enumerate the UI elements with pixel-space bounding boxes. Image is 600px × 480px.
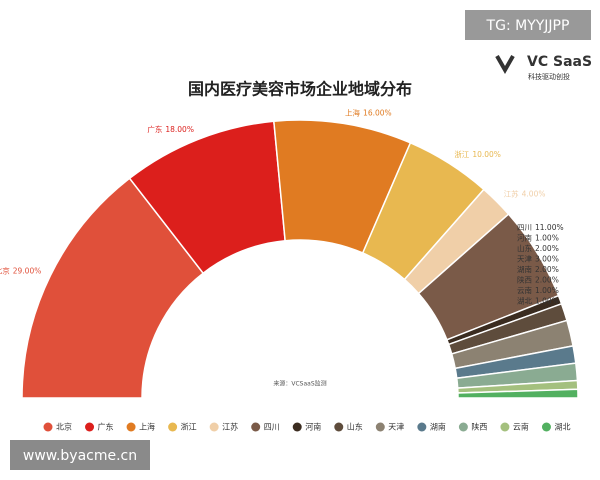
label-name: 云南 bbox=[517, 285, 532, 295]
legend-marker bbox=[126, 422, 136, 432]
source: 来源：VCSaaS监测 bbox=[273, 380, 326, 388]
legend-label: 河南 bbox=[305, 422, 321, 432]
label-value: 1.00% bbox=[535, 286, 559, 295]
label-value: 10.00% bbox=[472, 150, 501, 159]
watermark-box bbox=[10, 440, 150, 470]
legend-marker bbox=[500, 422, 510, 432]
label-name: 四川 bbox=[517, 223, 532, 232]
legend-marker bbox=[251, 422, 261, 432]
legend-marker bbox=[375, 422, 385, 432]
data-label: 江苏 4.00% bbox=[504, 188, 546, 198]
label-name: 浙江 bbox=[454, 149, 469, 159]
watermark: www.byacme.cn bbox=[23, 448, 137, 464]
legend-label: 浙江 bbox=[181, 422, 197, 432]
legend-label: 湖南 bbox=[430, 422, 446, 432]
data-label: 陕西 2.00% bbox=[517, 275, 559, 285]
data-label: 山东 2.00% bbox=[517, 243, 559, 253]
legend-marker bbox=[458, 422, 468, 432]
label-name: 湖南 bbox=[517, 264, 532, 274]
legend-label: 广东 bbox=[98, 422, 114, 432]
legend-marker bbox=[541, 422, 551, 432]
logo-icon bbox=[495, 55, 515, 75]
legend-label: 陕西 bbox=[471, 422, 487, 432]
legend-label: 天津 bbox=[388, 422, 404, 432]
legend-label: 上海 bbox=[139, 422, 155, 432]
legend-marker bbox=[43, 422, 53, 432]
label-value: 1.00% bbox=[535, 234, 559, 243]
legend-label: 四川 bbox=[264, 423, 280, 432]
watermark: TG: MYYJJPP bbox=[486, 18, 570, 34]
label-name: 山东 bbox=[517, 243, 532, 253]
legend-marker bbox=[85, 422, 95, 432]
legend-marker bbox=[209, 422, 219, 432]
label-value: 3.00% bbox=[535, 255, 559, 264]
legend-marker bbox=[292, 422, 302, 432]
data-label: 浙江 10.00% bbox=[454, 149, 501, 159]
legend-label: 北京 bbox=[56, 422, 72, 432]
label-value: 4.00% bbox=[522, 189, 546, 198]
label-value: 18.00% bbox=[165, 125, 194, 134]
label-value: 11.00% bbox=[535, 223, 564, 232]
label-name: 上海 bbox=[345, 108, 360, 118]
logo-subtext: 科技驱动创投 bbox=[528, 72, 570, 81]
legend-marker bbox=[417, 422, 427, 432]
label-name: 湖北 bbox=[517, 297, 532, 306]
label-value: 2.00% bbox=[535, 276, 559, 285]
logo-text: VC SaaS bbox=[527, 54, 592, 70]
data-label: 上海 16.00% bbox=[345, 108, 392, 118]
label-name: 江苏 bbox=[504, 188, 519, 198]
watermark-box bbox=[465, 10, 591, 40]
label-name: 陕西 bbox=[517, 275, 532, 285]
legend-label: 江苏 bbox=[222, 422, 238, 432]
data-label: 河南 1.00% bbox=[517, 233, 559, 243]
legend-marker bbox=[168, 422, 178, 432]
label-value: 1.00% bbox=[535, 297, 559, 306]
chart-title: 国内医疗美容市场企业地域分布 bbox=[188, 80, 412, 99]
data-label: 四川 11.00% bbox=[517, 223, 564, 232]
label-value: 29.00% bbox=[13, 266, 42, 275]
legend-marker bbox=[334, 422, 344, 432]
label-name: 河南 bbox=[517, 233, 532, 243]
legend-label: 山东 bbox=[347, 422, 363, 432]
data-label: 湖北 1.00% bbox=[517, 297, 559, 306]
legend-label: 湖北 bbox=[554, 423, 570, 432]
data-label: 云南 1.00% bbox=[517, 285, 559, 295]
label-name: 北京 bbox=[0, 265, 10, 275]
data-label: 天津 3.00% bbox=[517, 255, 559, 264]
slice bbox=[457, 388, 579, 399]
label-value: 16.00% bbox=[363, 109, 392, 118]
label-name: 天津 bbox=[517, 255, 532, 264]
data-label: 北京29.00% bbox=[0, 265, 41, 275]
legend-label: 云南 bbox=[513, 422, 529, 432]
label-name: 广东 bbox=[147, 124, 162, 134]
label-value: 2.00% bbox=[535, 265, 559, 274]
label-value: 2.00% bbox=[535, 244, 559, 253]
slice bbox=[21, 177, 205, 399]
data-label: 湖南 2.00% bbox=[517, 264, 559, 274]
data-label: 广东 18.00% bbox=[147, 124, 194, 134]
